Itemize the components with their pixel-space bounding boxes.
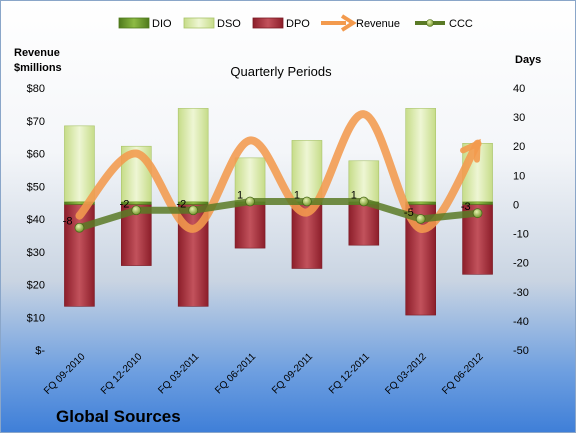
left-tick-label: $20 xyxy=(27,280,45,292)
dso-bar xyxy=(405,108,436,202)
category-label: FQ 12-2010 xyxy=(99,351,145,397)
legend-item-ccc: CCC xyxy=(415,18,473,30)
right-axis-ticks: -50 -40 -30 -20 -10 0 10 20 30 40 xyxy=(513,83,529,357)
category-label: FQ 06-2011 xyxy=(213,351,258,396)
right-tick-label: 40 xyxy=(513,83,525,95)
legend-label-ccc: CCC xyxy=(449,18,473,30)
legend-item-dso: DSO xyxy=(183,17,241,30)
ccc-marker xyxy=(131,205,142,216)
ccc-marker xyxy=(358,196,369,207)
right-tick-label: -30 xyxy=(513,287,529,299)
left-tick-label: $80 xyxy=(27,83,45,95)
legend-label-dso: DSO xyxy=(217,18,241,30)
revenue-arrowhead xyxy=(460,138,481,163)
right-tick-label: 30 xyxy=(513,112,525,124)
dio-bar xyxy=(405,201,436,205)
ccc-data-label: -2 xyxy=(176,198,186,210)
legend-item-revenue: Revenue xyxy=(321,14,400,32)
ccc-data-label: -5 xyxy=(404,207,414,219)
revenue-series xyxy=(75,110,482,233)
ccc-data-label: 1 xyxy=(351,190,357,202)
left-tick-label: $10 xyxy=(27,312,45,324)
category-ticks: FQ 09-2010 FQ 12-2010 FQ 03-2011 FQ 06-2011… xyxy=(42,351,486,397)
category-label: FQ 09-2011 xyxy=(270,351,315,396)
right-tick-label: -20 xyxy=(513,258,529,270)
ccc-marker xyxy=(415,214,426,224)
right-tick-label: -40 xyxy=(513,316,529,328)
ccc-marker xyxy=(74,222,85,233)
left-tick-label: $50 xyxy=(27,181,45,193)
dso-bar xyxy=(291,140,323,202)
legend-label-dpo: DPO xyxy=(286,18,310,30)
right-tick-label: 20 xyxy=(513,141,525,153)
left-tick-label: $70 xyxy=(27,116,45,128)
left-axis-title-line2: $millions xyxy=(14,62,62,74)
category-label: FQ 06-2012 xyxy=(440,351,486,397)
dpo-bar xyxy=(234,204,266,249)
revenue-line xyxy=(75,110,482,233)
legend-dot-icon xyxy=(426,19,434,27)
right-axis-title: Days xyxy=(515,54,541,66)
left-tick-label: $40 xyxy=(27,214,45,226)
right-tick-label: -10 xyxy=(513,229,529,241)
left-tick-label: $60 xyxy=(27,149,45,161)
ccc-marker xyxy=(472,208,483,219)
legend-swatch-dso xyxy=(183,17,215,29)
legend-swatch-dio xyxy=(118,17,150,29)
left-axis-title-line1: Revenue xyxy=(14,47,60,59)
category-label: FQ 03-2012 xyxy=(383,351,429,397)
dso-bar xyxy=(177,108,209,202)
ccc-data-label: -8 xyxy=(63,216,73,228)
legend-swatch-dpo xyxy=(252,17,284,29)
category-label: FQ 09-2010 xyxy=(42,351,88,397)
category-label: FQ 03-2011 xyxy=(156,351,201,396)
dso-bar xyxy=(64,125,95,202)
legend-label-revenue: Revenue xyxy=(356,18,400,30)
legend-arrow-icon xyxy=(340,14,357,32)
left-axis-ticks: $- $10 $20 $30 $40 $50 $60 $70 $80 xyxy=(27,83,46,357)
ccc-data-label: 1 xyxy=(294,190,300,202)
ccc-series: -8 -2 -2 1 1 1 -5 -3 xyxy=(63,190,483,233)
category-label: FQ 12-2011 xyxy=(327,351,372,396)
dso-bar xyxy=(234,157,266,202)
legend-item-dpo: DPO xyxy=(252,17,310,30)
ccc-line xyxy=(78,198,478,232)
ccc-data-label: -2 xyxy=(120,198,130,210)
ccc-data-label: -3 xyxy=(461,201,471,213)
right-tick-label: -50 xyxy=(513,345,529,357)
ccc-marker xyxy=(302,196,312,207)
right-tick-label: 0 xyxy=(513,199,519,211)
left-tick-label: $- xyxy=(35,345,45,357)
ccc-marker xyxy=(245,196,255,207)
left-tick-label: $30 xyxy=(27,247,45,259)
legend-label-dio: DIO xyxy=(152,18,172,30)
right-tick-label: 10 xyxy=(513,170,525,182)
ccc-data-label: 1 xyxy=(237,190,243,202)
chart-title: Quarterly Periods xyxy=(230,64,332,79)
legend: DIO DSO DPO Revenue CCC xyxy=(118,14,473,32)
dpo-bar xyxy=(348,204,380,246)
legend-item-dio: DIO xyxy=(118,17,172,30)
company-name: Global Sources xyxy=(56,407,181,426)
ccc-marker xyxy=(188,205,199,216)
